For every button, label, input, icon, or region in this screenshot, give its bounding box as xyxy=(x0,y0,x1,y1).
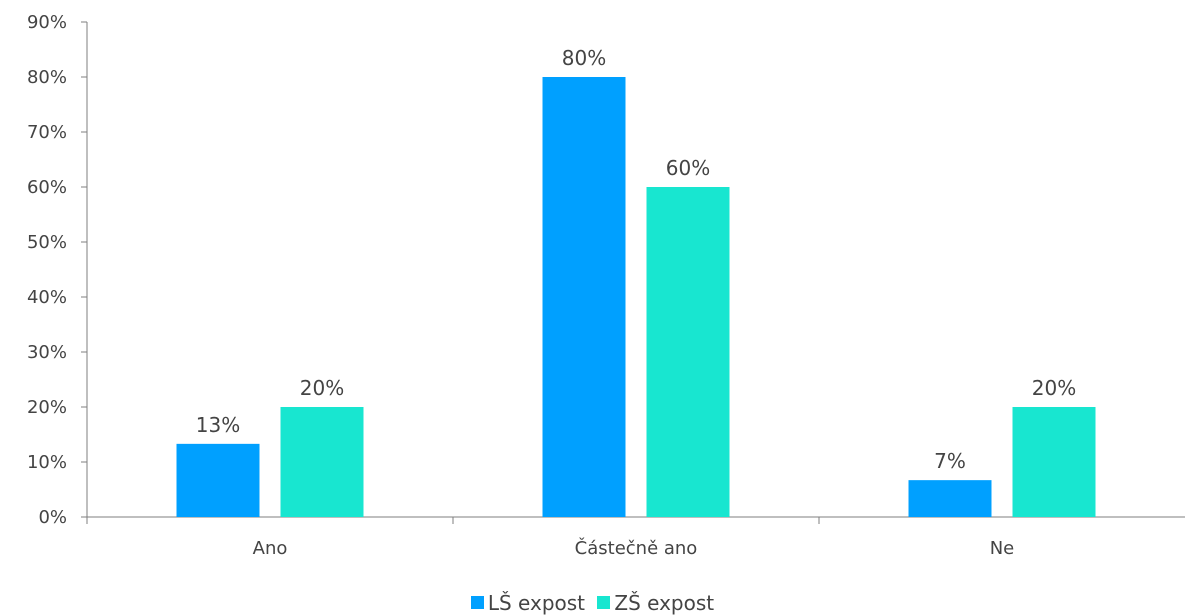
bar-chart: 0% 10% 20% 30% 40% 50% 60% 70% 80% 90% 13% 20% Ano 80… xyxy=(27,12,1185,559)
legend-swatch-ls-expost xyxy=(470,596,484,609)
y-tick-label: 50% xyxy=(27,232,67,253)
bar-zs-1 xyxy=(646,187,730,517)
bar-ls-2 xyxy=(908,480,992,517)
data-label: 80% xyxy=(562,46,606,70)
data-label: 60% xyxy=(666,156,710,180)
legend-item-zs-expost: ZŠ expost xyxy=(597,591,714,615)
y-tick-label: 60% xyxy=(27,177,67,198)
x-tick-label: Částečně ano xyxy=(575,537,698,559)
y-tick-label: 80% xyxy=(27,67,67,88)
legend-swatch-zs-expost xyxy=(597,596,611,609)
y-tick-label: 0% xyxy=(38,507,67,528)
data-label: 20% xyxy=(1032,376,1076,400)
y-tick-label: 70% xyxy=(27,122,67,143)
y-tick-label: 40% xyxy=(27,287,67,308)
y-tick-label: 30% xyxy=(27,342,67,363)
bar-zs-0 xyxy=(280,407,364,517)
x-tick-label: Ne xyxy=(990,538,1015,559)
data-label: 7% xyxy=(934,449,966,473)
legend-label-ls-expost: LŠ expost xyxy=(487,590,586,615)
legend-item-ls-expost: LŠ expost xyxy=(470,590,586,615)
x-tick-label: Ano xyxy=(253,538,288,559)
bar-zs-2 xyxy=(1012,407,1096,517)
y-tick-label: 20% xyxy=(27,397,67,418)
bar-ls-0 xyxy=(176,443,260,517)
data-label: 20% xyxy=(300,376,344,400)
bar-ls-1 xyxy=(542,77,626,517)
legend: LŠ expost ZŠ expost xyxy=(0,590,1185,615)
y-tick-label: 90% xyxy=(27,12,67,33)
data-label: 13% xyxy=(196,413,240,437)
y-tick-label: 10% xyxy=(27,452,67,473)
legend-label-zs-expost: ZŠ expost xyxy=(614,590,715,615)
